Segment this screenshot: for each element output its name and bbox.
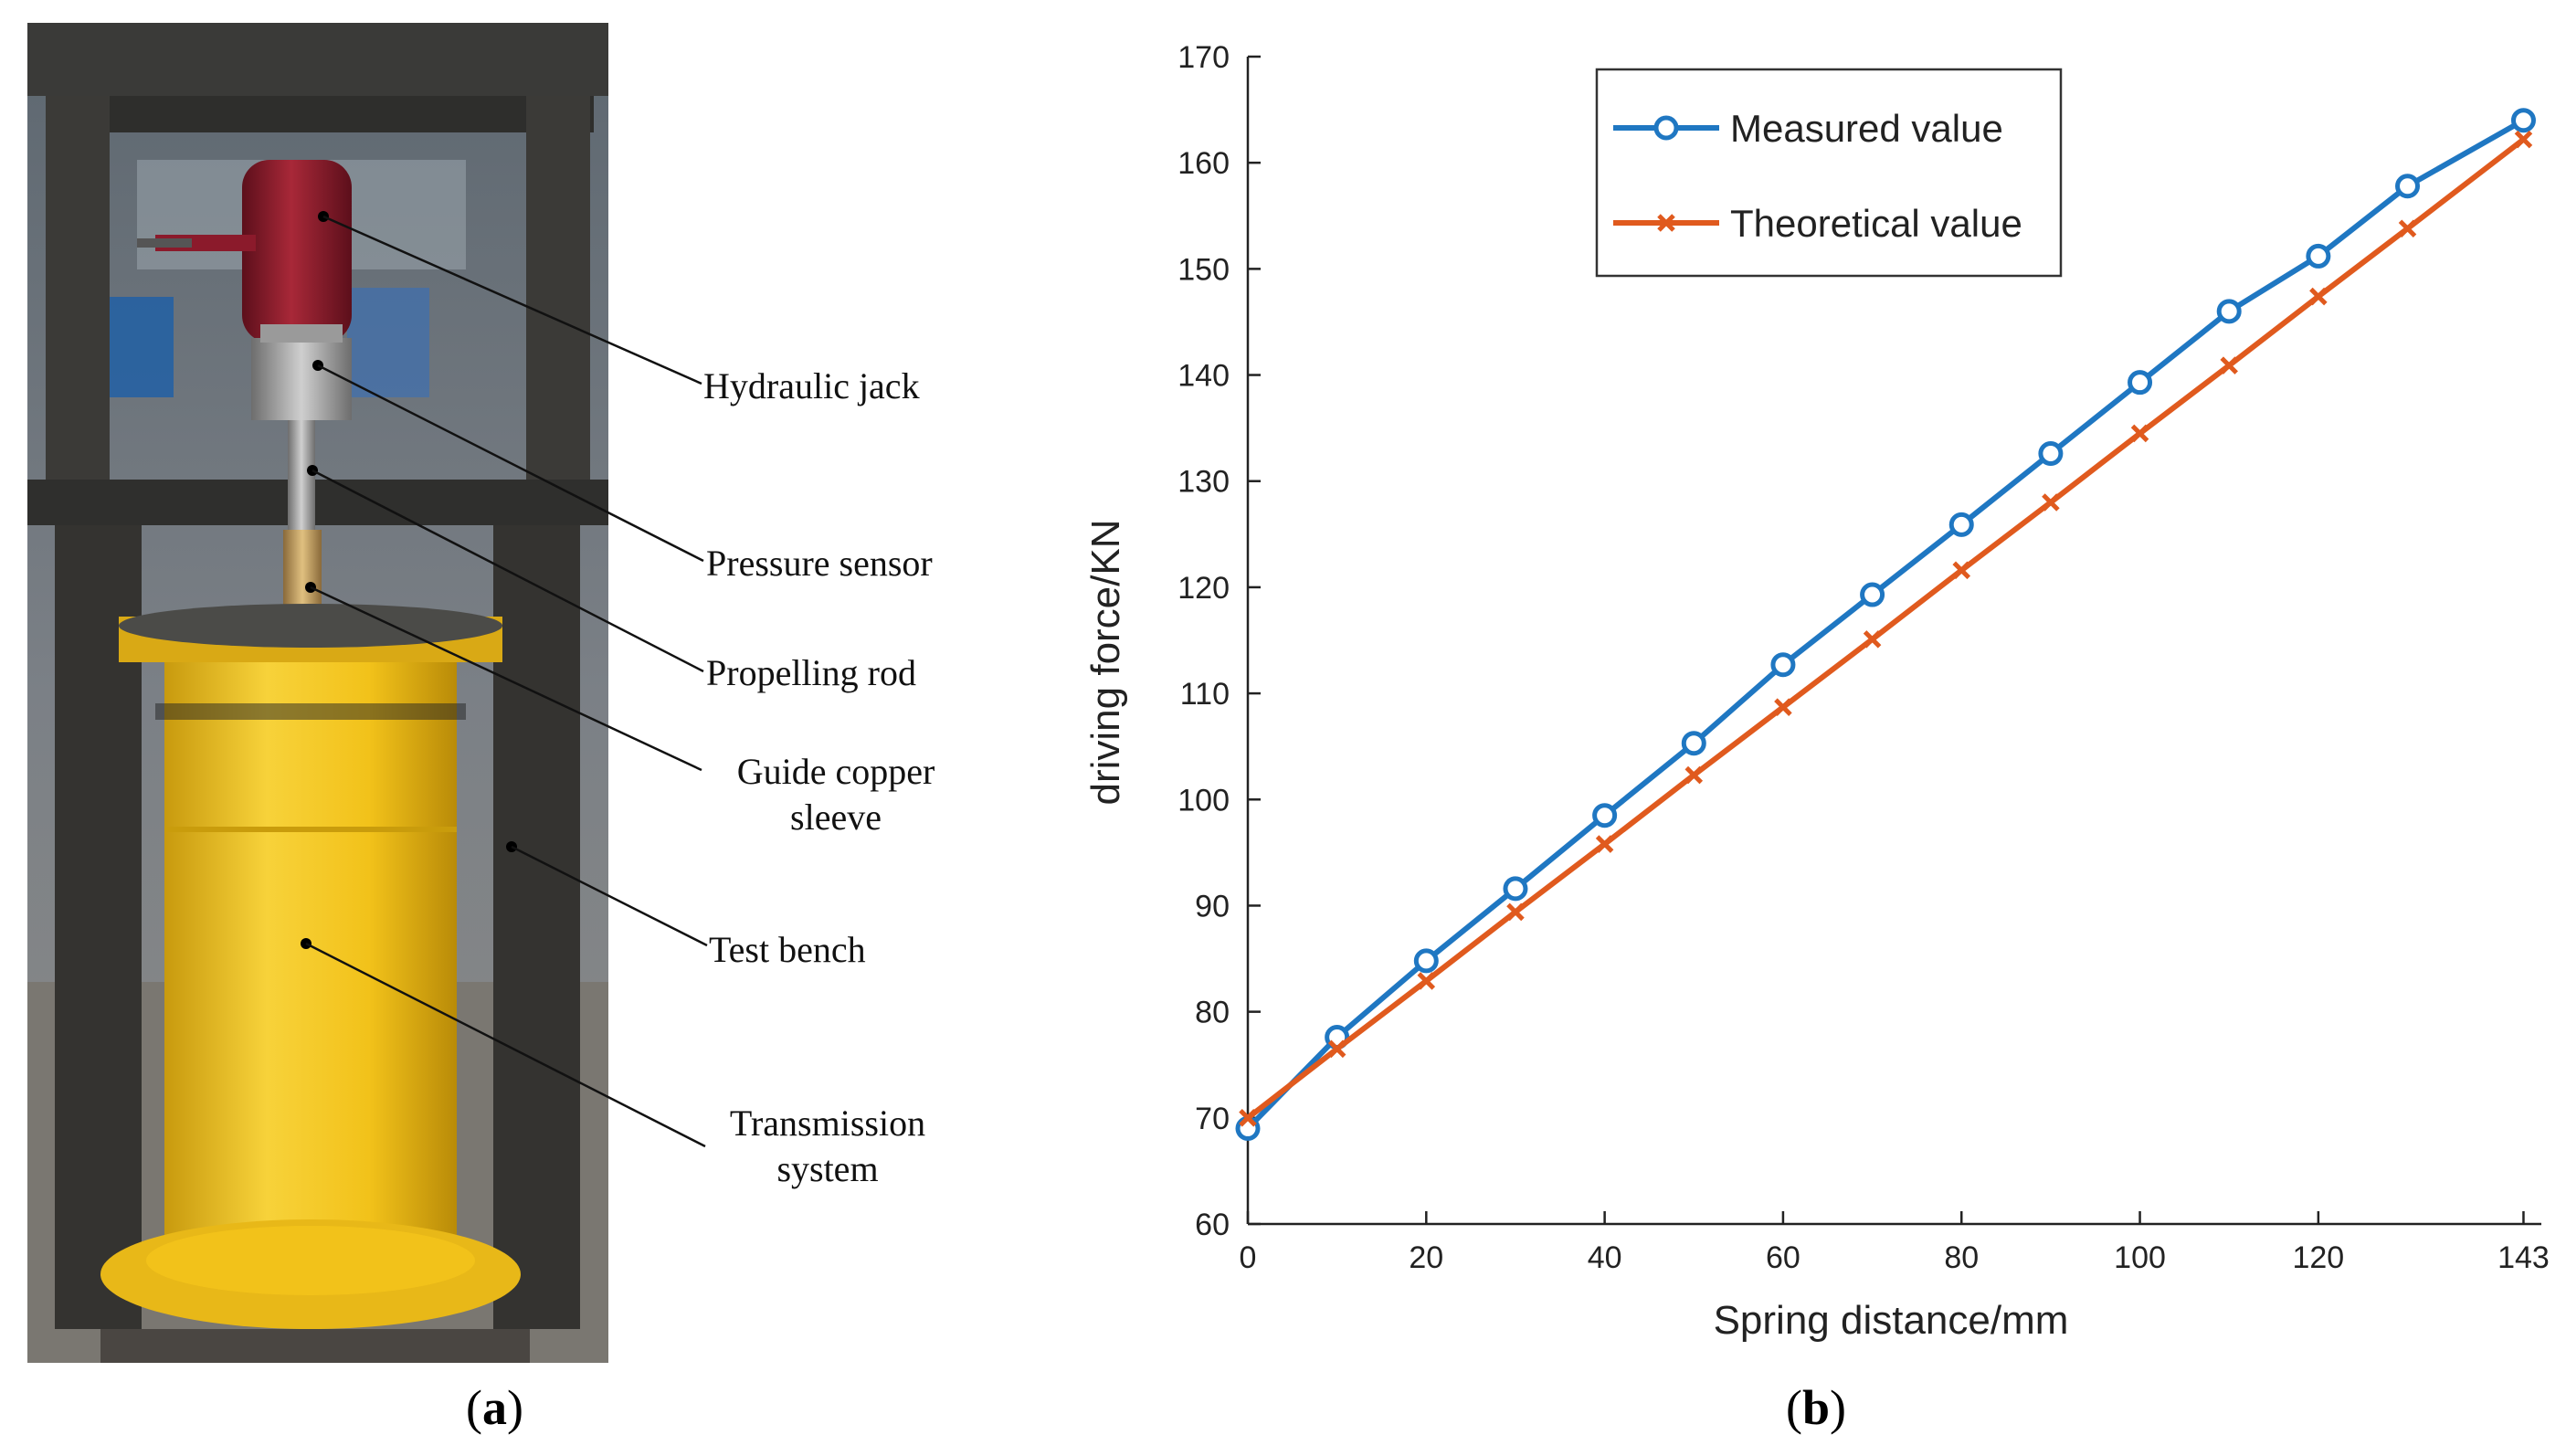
data-point [2309, 287, 2328, 306]
data-point [1595, 835, 1614, 853]
caption-a-letter: a [481, 1380, 507, 1435]
callout-transmission-system: Transmission system [729, 1103, 926, 1189]
data-point [2216, 299, 2242, 324]
data-point [2220, 356, 2238, 375]
data-point [1770, 652, 1796, 678]
data-point [1327, 1039, 1346, 1059]
legend-marker [1653, 115, 1679, 141]
y-tick-label: 140 [1177, 359, 1230, 394]
data-point [1863, 630, 1882, 649]
y-tick-label: 70 [1195, 1102, 1230, 1136]
y-tick-label: 60 [1195, 1208, 1230, 1242]
data-point [2042, 493, 2060, 512]
line-chart: 0 20 40 60 80 100 120 143 60 70 80 90 100 110 120 130 14… [1083, 40, 2549, 1343]
x-tick-label: 20 [1409, 1240, 1443, 1275]
legend-marker [1657, 214, 1675, 232]
series-theoretical-value [1239, 130, 2533, 1127]
y-axis-title: driving force/KN [1083, 519, 1128, 805]
data-point [2395, 174, 2421, 199]
callout-hydraulic-jack: Hydraulic jack [703, 365, 920, 406]
y-tick-label: 90 [1195, 889, 1230, 923]
x-tick-label: 60 [1766, 1240, 1800, 1275]
y-tick-label: 120 [1177, 571, 1230, 606]
y-tick-label: 100 [1177, 783, 1230, 818]
data-point [1239, 1109, 1257, 1127]
legend-box [1595, 68, 2063, 278]
test-rig-illustration [27, 23, 608, 1363]
y-tick-label: 160 [1177, 146, 1230, 181]
series-layer [1235, 108, 2536, 1141]
data-point [2130, 424, 2149, 443]
data-point [1592, 803, 1618, 828]
data-point [1506, 902, 1525, 922]
data-point [1952, 561, 1971, 580]
callout-guide-copper-sleeve: Guide copper sleeve [736, 751, 935, 838]
test-rig-photo [27, 23, 608, 1363]
x-tick-label: 143 [2497, 1240, 2549, 1275]
x-tick-label: 100 [2114, 1240, 2166, 1275]
legend: Measured value Theoretical value [1595, 68, 2063, 278]
y-tick-label: 80 [1195, 996, 1230, 1030]
x-tick-label: 40 [1588, 1240, 1622, 1275]
data-point [1860, 582, 1885, 607]
caption-a: (a) [466, 1380, 523, 1435]
data-point [2038, 441, 2064, 467]
y-tick-label: 150 [1177, 252, 1230, 287]
callout-propelling-rod: Propelling rod [706, 652, 916, 693]
data-point [1503, 876, 1528, 902]
series-line [1246, 137, 2526, 1121]
series-measured-value [1235, 108, 2536, 1141]
legend-entry-label: Measured value [1730, 107, 2003, 150]
x-tick-label: 80 [1944, 1240, 1979, 1275]
x-tick-label: 0 [1240, 1240, 1257, 1275]
y-tick-label: 170 [1177, 40, 1230, 75]
data-point [2514, 130, 2533, 149]
y-tick-label: 130 [1177, 465, 1230, 500]
data-point [2510, 108, 2536, 133]
data-point [1235, 1115, 1261, 1141]
data-point [1681, 731, 1706, 756]
y-tick-label: 110 [1180, 677, 1230, 712]
x-axis-title: Spring distance/mm [1714, 1298, 2069, 1343]
data-point [1417, 972, 1436, 990]
data-point [1948, 512, 1974, 537]
data-point [1684, 765, 1704, 785]
axes: 0 20 40 60 80 100 120 143 60 70 80 90 100 110 120 130 14… [1177, 40, 2549, 1275]
legend-entry-label: Theoretical value [1730, 202, 2022, 245]
callout-pressure-sensor: Pressure sensor [706, 543, 933, 584]
data-point [2398, 219, 2417, 237]
caption-b-letter: b [1801, 1380, 1831, 1435]
data-point [2306, 243, 2331, 269]
data-point [2128, 370, 2153, 396]
data-point [1413, 948, 1439, 974]
caption-b: (b) [1786, 1380, 1847, 1435]
data-point [1774, 698, 1792, 716]
x-tick-label: 120 [2292, 1240, 2344, 1275]
callout-test-bench: Test bench [709, 929, 866, 970]
